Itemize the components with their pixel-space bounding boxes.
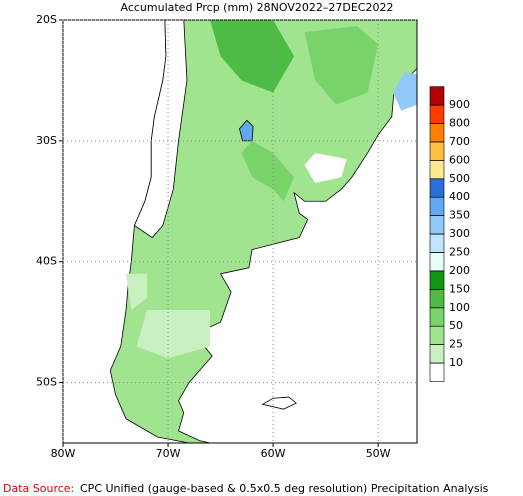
colorbar-label: 25 (449, 338, 463, 351)
wet-region (210, 20, 295, 93)
colorbar-label: 250 (449, 245, 470, 258)
wet-region (126, 273, 148, 311)
colorbar-label: 50 (449, 319, 463, 332)
lon-tick-label: 50W (366, 447, 391, 460)
colorbar-swatch (429, 86, 445, 106)
colorbar-swatch (429, 104, 445, 124)
map-title: Accumulated Prcp (mm) 28NOV2022–27DEC202… (120, 1, 393, 14)
colorbar-label: 100 (449, 301, 470, 314)
colorbar-label: 900 (449, 98, 470, 111)
wet-region (392, 71, 417, 111)
lon-tick-label: 80W (51, 447, 76, 460)
colorbar-swatch (429, 160, 445, 180)
lon-tick-label: 70W (156, 447, 181, 460)
colorbar-swatch (429, 307, 445, 327)
footer-label: Data Source: (3, 482, 74, 495)
colorbar-label: 400 (449, 190, 470, 203)
colorbar-swatch (429, 344, 445, 364)
colorbar-swatch (429, 141, 445, 161)
colorbar-label: 800 (449, 116, 470, 129)
colorbar-label: 10 (449, 356, 463, 369)
lat-tick-label: 50S (36, 376, 57, 389)
dry-region (133, 19, 188, 239)
colorbar-label: 200 (449, 264, 470, 277)
dry-region (304, 152, 347, 184)
map-area (109, 19, 418, 444)
colorbar-swatch (429, 233, 445, 253)
lat-tick-label: 30S (36, 134, 57, 147)
colorbar-swatch (429, 362, 445, 382)
colorbar-swatch (429, 289, 445, 309)
footer-text: CPC Unified (gauge-based & 0.5x0.5 deg r… (80, 482, 489, 495)
colorbar-swatch (429, 252, 445, 272)
wet-region (304, 26, 379, 105)
lat-tick-label: 20S (36, 13, 57, 26)
colorbar-label: 150 (449, 282, 470, 295)
colorbar-swatch (429, 215, 445, 235)
colorbar-label: 500 (449, 172, 470, 185)
colorbar-swatch (429, 196, 445, 216)
island (261, 396, 297, 410)
colorbar-label: 700 (449, 135, 470, 148)
wet-region (136, 310, 211, 359)
lat-tick-label: 40S (36, 255, 57, 268)
colorbar-swatch (429, 325, 445, 345)
colorbar-label: 300 (449, 227, 470, 240)
wet-region (241, 140, 295, 202)
colorbar-label: 350 (449, 209, 470, 222)
colorbar-swatch (429, 123, 445, 143)
colorbar-swatch (429, 270, 445, 290)
colorbar-label: 600 (449, 153, 470, 166)
lon-tick-label: 60W (261, 447, 286, 460)
colorbar-swatch (429, 178, 445, 198)
